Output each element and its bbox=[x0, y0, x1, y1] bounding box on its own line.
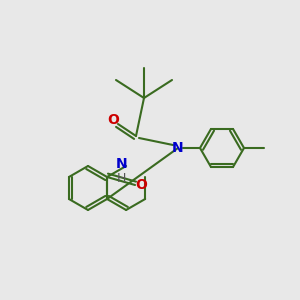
Text: H: H bbox=[116, 172, 126, 184]
Text: O: O bbox=[107, 113, 119, 127]
Text: N: N bbox=[115, 157, 127, 171]
Text: O: O bbox=[135, 178, 147, 192]
Text: N: N bbox=[172, 141, 184, 155]
